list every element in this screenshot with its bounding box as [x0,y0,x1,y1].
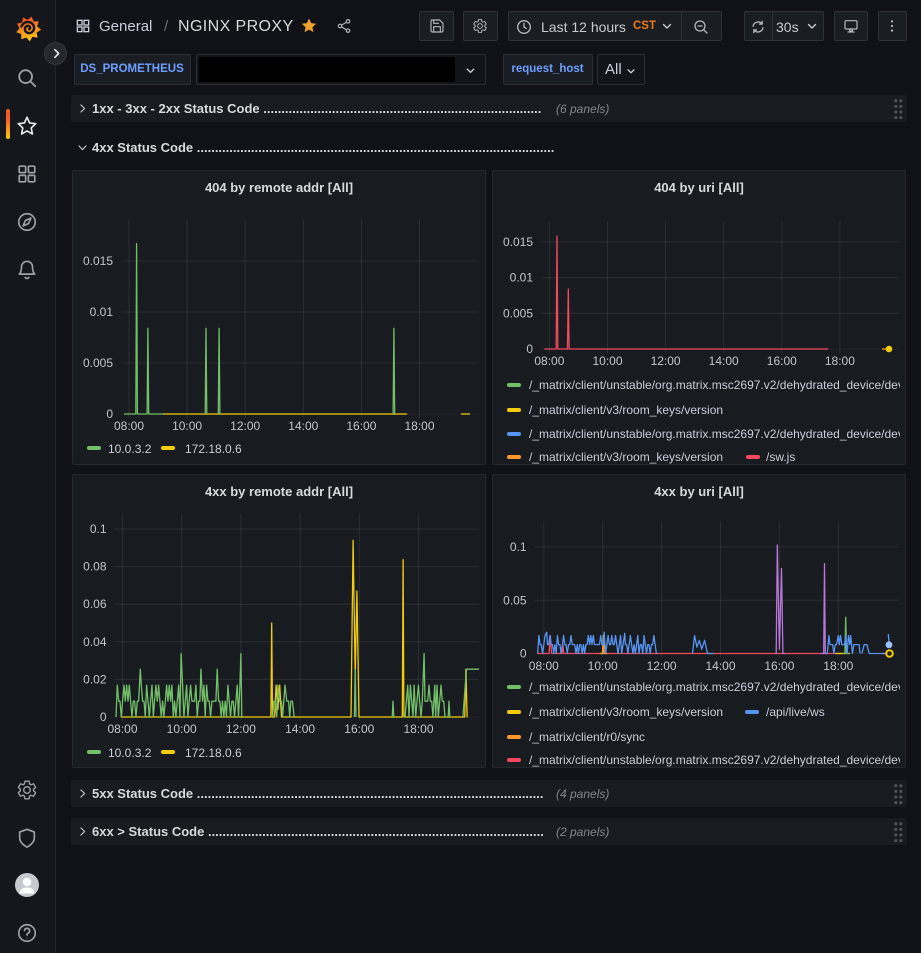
svg-text:0.1: 0.1 [90,522,107,536]
svg-text:12:00: 12:00 [651,354,681,368]
svg-text:12:00: 12:00 [647,659,677,673]
svg-text:12:00: 12:00 [226,722,256,736]
svg-text:14:00: 14:00 [288,419,318,433]
svg-text:14:00: 14:00 [709,354,739,368]
svg-text:10:00: 10:00 [172,419,202,433]
svg-text:18:00: 18:00 [403,722,433,736]
svg-text:0.01: 0.01 [90,305,114,319]
svg-text:0.005: 0.005 [503,306,533,320]
svg-text:0: 0 [520,647,527,661]
svg-text:10:00: 10:00 [588,659,618,673]
svg-text:10:00: 10:00 [592,354,622,368]
svg-text:10:00: 10:00 [167,722,197,736]
svg-text:0.005: 0.005 [83,356,113,370]
svg-text:0.1: 0.1 [510,540,527,554]
svg-text:16:00: 16:00 [764,659,794,673]
svg-text:0.08: 0.08 [83,560,107,574]
svg-text:0: 0 [100,710,107,724]
svg-text:0.015: 0.015 [503,235,533,249]
svg-text:0: 0 [106,407,113,421]
svg-text:0.01: 0.01 [510,271,534,285]
svg-text:16:00: 16:00 [767,354,797,368]
svg-text:0.015: 0.015 [83,254,113,268]
svg-text:14:00: 14:00 [285,722,315,736]
svg-text:08:00: 08:00 [529,659,559,673]
svg-text:16:00: 16:00 [344,722,374,736]
svg-text:08:00: 08:00 [534,354,564,368]
svg-text:0.02: 0.02 [83,672,107,686]
svg-text:18:00: 18:00 [825,354,855,368]
svg-text:0.04: 0.04 [83,635,107,649]
svg-text:14:00: 14:00 [705,659,735,673]
svg-text:0.06: 0.06 [83,597,107,611]
svg-text:12:00: 12:00 [230,419,260,433]
svg-text:08:00: 08:00 [107,722,137,736]
svg-text:18:00: 18:00 [823,659,853,673]
svg-text:08:00: 08:00 [114,419,144,433]
svg-text:16:00: 16:00 [346,419,376,433]
svg-text:0: 0 [526,342,533,356]
svg-text:0.05: 0.05 [503,593,527,607]
svg-text:18:00: 18:00 [404,419,434,433]
